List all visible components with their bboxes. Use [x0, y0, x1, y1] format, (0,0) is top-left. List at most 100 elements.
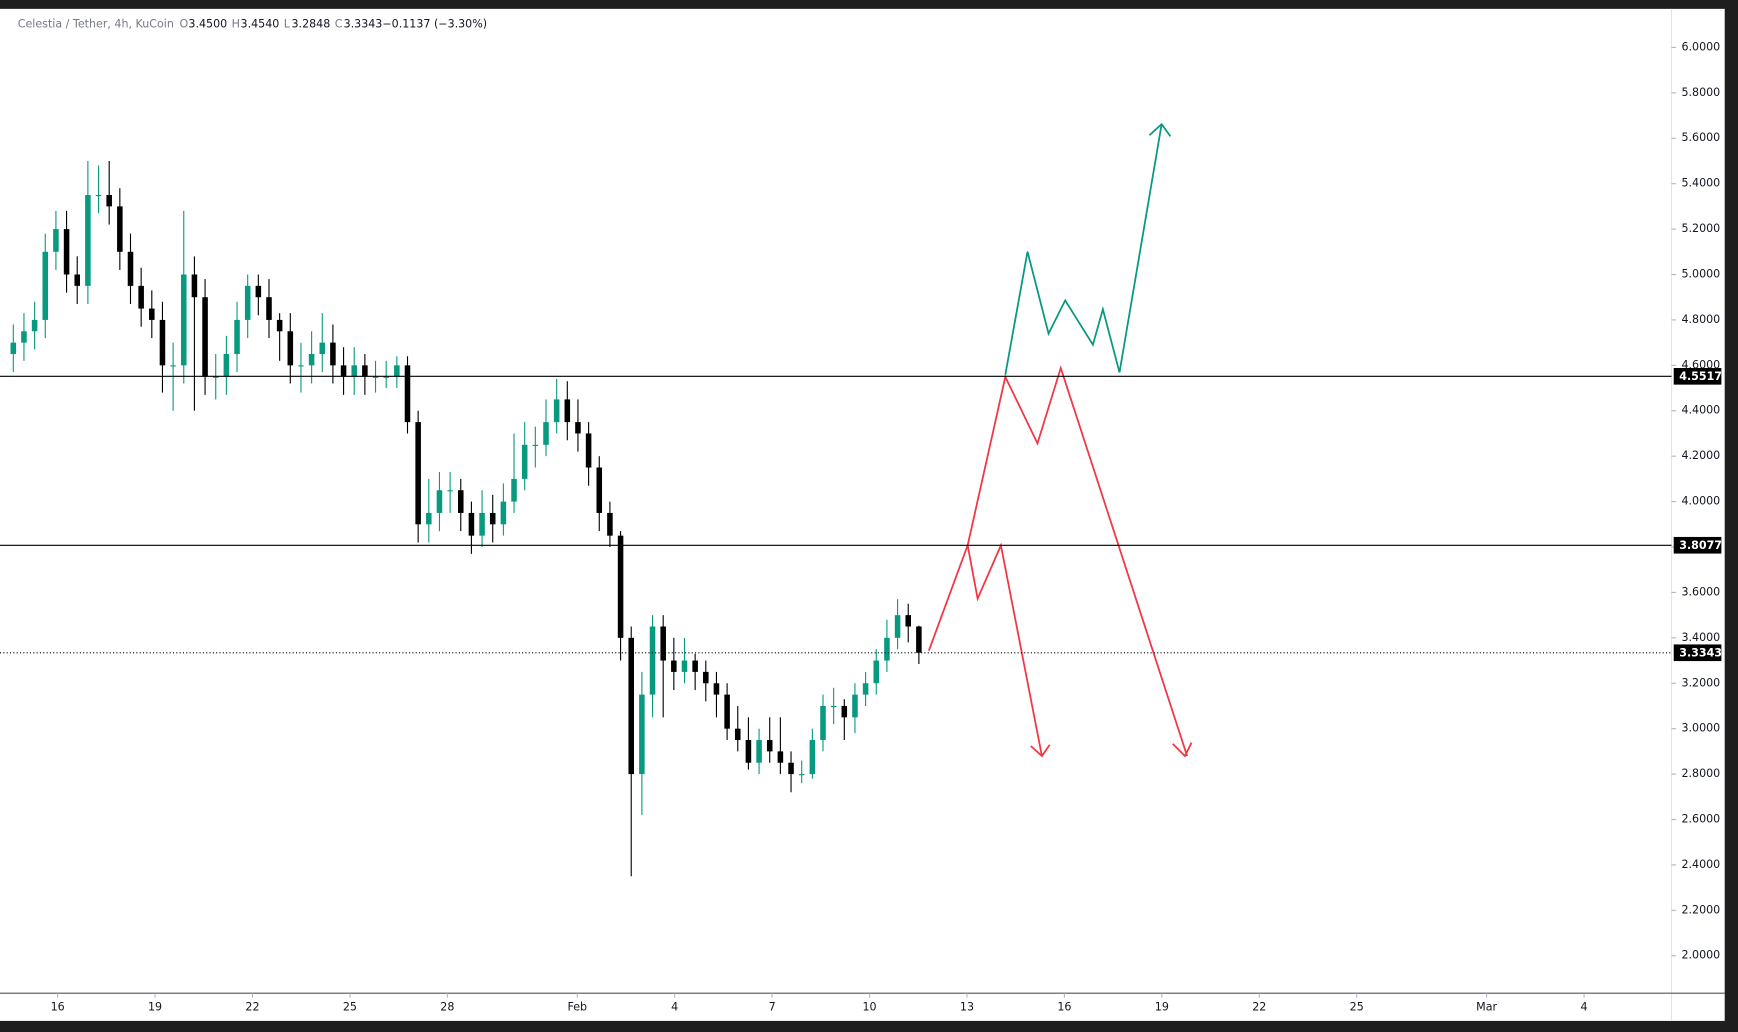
candle-body — [383, 376, 389, 378]
change-value: −0.1137 (−3.30%) — [382, 17, 487, 30]
y-tick-label: 6.0000 — [1681, 40, 1720, 53]
y-tick-label: 3.0000 — [1681, 722, 1720, 735]
bearish-arrowhead-2 — [1172, 742, 1193, 758]
candle-body — [564, 399, 571, 423]
header: Celestia / Tether, 4h, KuCoin O 3.4500 H… — [18, 17, 487, 30]
candle-body — [404, 365, 411, 423]
level-label: 3.8077 — [1679, 539, 1722, 552]
x-tick-label: 4 — [1581, 1001, 1588, 1014]
candle-body — [884, 637, 890, 661]
candle-body — [521, 444, 528, 479]
c-label: C — [335, 17, 343, 30]
candle-body — [841, 705, 848, 718]
candle-body — [95, 195, 102, 197]
x-tick-label: 25 — [343, 1001, 357, 1014]
candle-body — [703, 671, 709, 684]
y-tick-label: 5.4000 — [1681, 177, 1720, 190]
candle-body — [596, 467, 603, 513]
candle-body — [308, 353, 315, 366]
y-tick-label: 3.6000 — [1681, 585, 1720, 598]
bearish-path — [928, 542, 1043, 757]
candle-body — [372, 376, 379, 378]
candle-body — [127, 251, 134, 286]
candle-body — [681, 660, 688, 672]
y-tick-label: 2.6000 — [1681, 813, 1720, 826]
candle-body — [713, 683, 720, 695]
y-tick-label: 2.4000 — [1681, 858, 1720, 871]
candle-body — [830, 705, 837, 708]
x-tick-label: Feb — [567, 1001, 587, 1014]
candle-body — [351, 365, 357, 377]
y-tick-label: 3.2000 — [1681, 676, 1720, 689]
candle-body — [617, 535, 624, 638]
o-label: O — [180, 17, 189, 30]
x-tick-label: 4 — [671, 1001, 678, 1014]
bearish-arrowhead — [1030, 744, 1051, 758]
candle-body — [745, 740, 752, 763]
high-value: 3.4540 — [241, 17, 280, 30]
y-tick-label: 4.0000 — [1681, 495, 1720, 508]
y-tick-label: 4.4000 — [1681, 404, 1720, 417]
x-tick-label: 10 — [862, 1001, 876, 1014]
candle-body — [10, 342, 17, 354]
bullish-path — [1004, 124, 1163, 375]
candle-body — [457, 490, 464, 513]
candle-body — [266, 297, 272, 320]
candle-body — [607, 512, 613, 536]
x-tick-label: 7 — [769, 1001, 776, 1014]
bullish-arrowhead — [1148, 122, 1172, 137]
x-tick-label: 28 — [440, 1001, 454, 1014]
candle-body — [479, 512, 485, 536]
y-tick-label: 5.2000 — [1681, 222, 1720, 235]
x-tick-label: 16 — [51, 1001, 65, 1014]
last-price-tag — [1673, 644, 1722, 662]
candle-body — [660, 626, 666, 661]
candle-body — [117, 206, 123, 252]
candle-body — [191, 274, 198, 298]
chart-area — [0, 8, 1725, 1021]
candle-body — [180, 274, 187, 366]
y-tick-label: 2.8000 — [1681, 767, 1720, 780]
y-tick-label: 2.2000 — [1681, 903, 1720, 916]
x-tick-label: 25 — [1350, 1001, 1364, 1014]
candle-body — [489, 512, 496, 525]
candle-body — [798, 774, 805, 776]
candle-body — [809, 740, 816, 775]
candle-body — [820, 705, 826, 741]
candle-body — [766, 740, 773, 752]
candle-body — [447, 490, 453, 492]
candle-body — [543, 422, 549, 445]
candle-body — [138, 285, 144, 309]
candle-body — [500, 501, 507, 525]
bearish-path-2 — [966, 365, 1188, 757]
candle-body — [330, 342, 336, 366]
candle-body — [734, 728, 741, 741]
candle-body — [298, 365, 304, 367]
h-label: H — [232, 17, 240, 30]
candle-body — [170, 365, 176, 367]
candle-body — [724, 694, 730, 729]
candle-body — [287, 331, 294, 366]
x-tick-label: 22 — [245, 1001, 259, 1014]
candle-body — [106, 195, 112, 207]
candle-body — [74, 274, 80, 286]
candle-body — [894, 615, 901, 638]
symbol: Celestia / Tether, 4h, KuCoin — [18, 17, 174, 30]
candle-body — [85, 195, 91, 286]
l-label: L — [284, 17, 291, 30]
candle-body — [532, 444, 539, 446]
candle-body — [244, 285, 251, 320]
candle-body — [212, 376, 219, 378]
candle-body — [255, 285, 262, 298]
candle-body — [426, 512, 432, 525]
candle-body — [202, 297, 208, 377]
candle-body — [777, 751, 784, 763]
level-tag — [1673, 367, 1722, 385]
x-tick-label: 22 — [1252, 1001, 1266, 1014]
open-value: 3.4500 — [188, 17, 227, 30]
x-tick-label: 16 — [1057, 1001, 1071, 1014]
candle-body — [234, 319, 240, 354]
x-tick-label: 19 — [148, 1001, 162, 1014]
